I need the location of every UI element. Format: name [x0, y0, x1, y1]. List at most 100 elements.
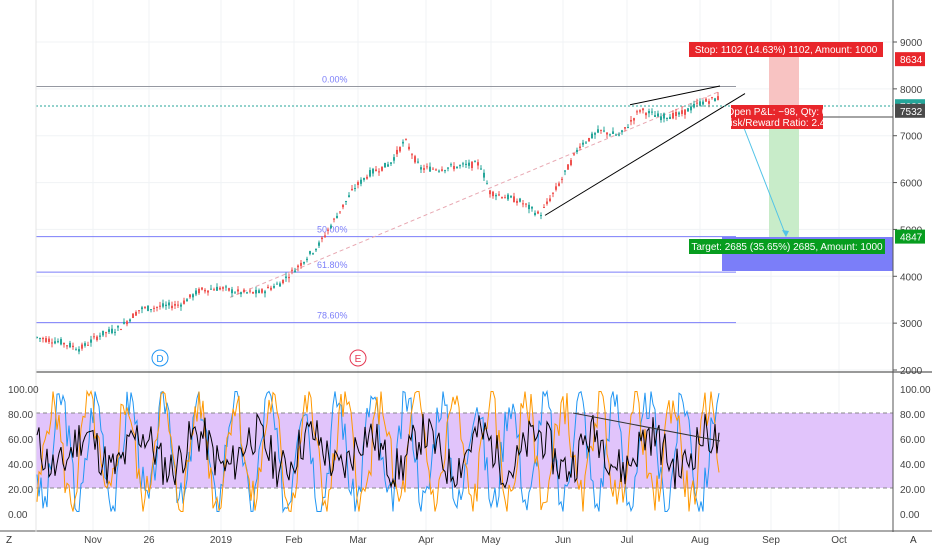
- osc-trendline[interactable]: [572, 412, 721, 442]
- osc-tick-label-left: 80.00: [8, 410, 33, 421]
- pnl-line1: Open P&L: −98, Qty: 0: [727, 107, 828, 118]
- candle-body: [282, 279, 284, 284]
- candle-body: [363, 177, 365, 180]
- candle-body: [315, 248, 317, 251]
- candle-body: [330, 225, 332, 229]
- candle-body: [249, 290, 251, 292]
- candle-body: [267, 286, 269, 289]
- candle-body: [336, 215, 338, 219]
- candle-body: [303, 262, 305, 264]
- candle-body: [324, 235, 326, 237]
- osc-tick-label-right: 0.00: [900, 510, 920, 521]
- candle-body: [435, 169, 437, 171]
- arrow-head: [782, 230, 789, 237]
- candle-body: [375, 169, 377, 172]
- osc-tick-label-right: 80.00: [900, 410, 925, 421]
- candle-body: [429, 166, 431, 172]
- candle-body: [180, 304, 182, 307]
- corner-z[interactable]: Z: [6, 535, 12, 546]
- price-badges: 8634763075324847: [895, 52, 925, 244]
- candle-body: [636, 111, 638, 113]
- candle-body: [81, 344, 83, 349]
- candle-body: [582, 142, 584, 145]
- candle-body: [243, 289, 245, 292]
- pnl-line2: Risk/Reward Ratio: 2.44: [723, 118, 831, 129]
- candle-body: [198, 288, 200, 294]
- candlestick-series: [36, 92, 719, 355]
- candle-body: [171, 305, 173, 309]
- candle-body: [627, 126, 629, 128]
- candle-body: [708, 101, 710, 104]
- candle-body: [354, 188, 356, 190]
- candle-body: [486, 183, 488, 185]
- candle-body: [96, 336, 98, 341]
- candle-body: [150, 309, 152, 311]
- candle-body: [276, 283, 278, 285]
- candle-body: [411, 154, 413, 156]
- event-marker-e[interactable]: E: [349, 349, 367, 367]
- candle-body: [489, 190, 491, 195]
- candle-body: [126, 321, 128, 325]
- price-badge-label: 4847: [900, 233, 923, 244]
- marker-d-label: D: [156, 354, 163, 365]
- long-position-tool[interactable]: Stop: 1102 (14.63%) 1102, Amount: 1000 O…: [36, 42, 893, 271]
- candle-body: [444, 170, 446, 172]
- candle-body: [213, 289, 215, 291]
- candle-body: [162, 303, 164, 307]
- candle-body: [507, 194, 509, 200]
- time-tick-label: Feb: [285, 535, 303, 546]
- candle-body: [633, 118, 635, 121]
- candle-body: [144, 307, 146, 309]
- candle-body: [690, 106, 692, 111]
- candle-body: [549, 198, 551, 202]
- marker-e-label: E: [355, 354, 362, 365]
- corner-a[interactable]: A: [910, 535, 917, 546]
- candle-body: [291, 269, 293, 271]
- candle-body: [312, 253, 314, 255]
- candle-body: [201, 287, 203, 290]
- candle-body: [90, 339, 92, 343]
- candle-body: [342, 204, 344, 208]
- price-axis[interactable]: 90008000700060005000400030002000: [893, 38, 923, 377]
- candle-body: [177, 304, 179, 306]
- candle-body: [327, 229, 329, 231]
- time-axis[interactable]: Nov 26 2019 Feb Mar Apr May Jun Jul Aug Sep Oct: [84, 535, 847, 546]
- candle-body: [246, 292, 248, 294]
- candle-body: [216, 286, 218, 291]
- event-marker-d[interactable]: D: [151, 349, 169, 367]
- candle-body: [252, 291, 254, 294]
- candle-body: [156, 306, 158, 308]
- time-tick-label: 26: [143, 535, 155, 546]
- candle-body: [480, 168, 482, 170]
- candle-body: [564, 170, 566, 172]
- candle-body: [222, 287, 224, 289]
- candle-body: [231, 289, 233, 294]
- candle-body: [513, 196, 515, 203]
- candle-body: [393, 157, 395, 161]
- candle-body: [48, 338, 50, 342]
- candle-body: [396, 149, 398, 155]
- candle-body: [132, 313, 134, 319]
- candle-body: [576, 149, 578, 153]
- candle-body: [558, 183, 560, 186]
- candle-body: [264, 291, 266, 294]
- candle-body: [75, 349, 77, 351]
- candle-body: [357, 182, 359, 186]
- candle-body: [69, 342, 71, 348]
- candle-body: [225, 286, 227, 288]
- candle-body: [699, 101, 701, 106]
- candle-body: [288, 277, 290, 279]
- rising-wedge-lines[interactable]: [544, 85, 746, 216]
- fibonacci-retracement[interactable]: 0.00% 50.00% 61.80% 78.60%: [36, 75, 736, 324]
- candle-body: [114, 331, 116, 333]
- candle-body: [522, 203, 524, 205]
- candle-body: [285, 276, 287, 279]
- candle-body: [117, 326, 119, 328]
- time-tick-label: 2019: [210, 535, 233, 546]
- candle-body: [630, 119, 632, 122]
- projection-arrow: [743, 127, 787, 237]
- trend-ray[interactable]: [229, 90, 721, 298]
- candle-body: [597, 129, 599, 133]
- candle-body: [585, 142, 587, 144]
- oscillator-axis[interactable]: 100.00 100.00 80.00 80.00 60.00 60.00 40.00 40.…: [8, 385, 931, 521]
